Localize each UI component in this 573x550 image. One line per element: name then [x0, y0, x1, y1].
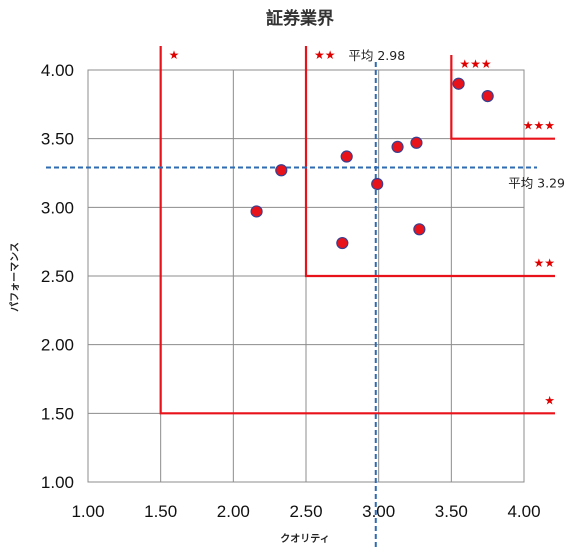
x-tick-label: 3.00: [362, 502, 395, 521]
rank-label-right: ★★★: [523, 119, 555, 133]
average-lines: [46, 62, 537, 550]
rank-lines: [159, 46, 555, 415]
y-tick-label: 4.00: [41, 61, 74, 80]
rank-label-right: ★★: [533, 256, 555, 270]
x-axis-label: クオリティ: [280, 533, 329, 545]
average-label-y: 平均 3.29: [508, 176, 565, 191]
data-point: [413, 223, 426, 236]
data-point: [410, 136, 423, 149]
data-point: [452, 77, 465, 90]
rank-boundary-line: [304, 46, 555, 278]
data-point: [371, 177, 384, 191]
rank-label-top: ★: [169, 48, 180, 62]
y-tick-label: 1.00: [41, 473, 74, 492]
y-tick-label: 2.50: [41, 267, 74, 286]
x-tick-label: 4.00: [507, 502, 540, 521]
rank-label-top: ★★: [314, 48, 336, 62]
y-tick-label: 1.50: [41, 404, 74, 423]
x-tick-label: 1.00: [71, 502, 104, 521]
x-tick-label: 3.50: [435, 502, 468, 521]
data-point: [250, 205, 263, 218]
data-point: [481, 89, 494, 103]
x-tick-label: 1.50: [144, 502, 177, 521]
y-tick-label: 3.00: [41, 198, 74, 217]
x-axis-ticks: 1.00 1.50 2.00 2.50 3.00 3.50 4.00: [71, 502, 540, 521]
y-axis-ticks: 1.00 1.50 2.00 2.50 3.00 3.50 4.00: [41, 61, 74, 492]
average-label-x: 平均 2.98: [348, 48, 405, 63]
chart-title: 証券業界: [266, 8, 334, 29]
data-point: [336, 236, 349, 250]
data-point: [340, 150, 353, 163]
y-axis-label: パフォーマンス: [9, 242, 21, 312]
rank-label-right: ★: [544, 393, 555, 407]
rank-boundary-line: [159, 46, 555, 415]
y-tick-label: 3.50: [41, 130, 74, 149]
data-point: [391, 140, 404, 154]
y-tick-label: 2.00: [41, 336, 74, 355]
data-points: [250, 77, 494, 250]
data-point: [275, 164, 288, 177]
x-tick-label: 2.00: [217, 502, 250, 521]
x-tick-label: 2.50: [289, 502, 322, 521]
rank-boundary-line: [450, 55, 555, 140]
rank-label-top: ★★★: [459, 57, 491, 71]
